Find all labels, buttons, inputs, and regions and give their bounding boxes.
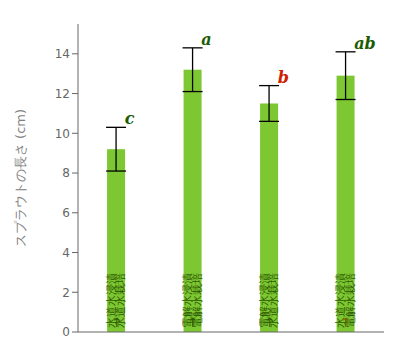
svg-text:4: 4 <box>62 246 70 260</box>
svg-text:電解水栽培: 電解水栽培 <box>191 273 204 328</box>
svg-text:a: a <box>201 30 211 49</box>
svg-text:b: b <box>278 68 289 87</box>
svg-text:0: 0 <box>62 325 70 339</box>
svg-text:12: 12 <box>55 87 70 101</box>
svg-text:10: 10 <box>55 127 70 141</box>
svg-text:6: 6 <box>62 206 70 220</box>
svg-text:8: 8 <box>62 166 70 180</box>
svg-text:c: c <box>125 109 135 128</box>
svg-text:水道水栽培: 水道水栽培 <box>114 273 127 328</box>
svg-text:ab: ab <box>354 34 376 53</box>
svg-text:電解水栽培: 電解水栽培 <box>344 273 357 328</box>
svg-text:14: 14 <box>55 47 70 61</box>
svg-text:2: 2 <box>62 286 70 300</box>
svg-text:水道水栽培: 水道水栽培 <box>267 273 280 328</box>
svg-text:スプラウトの長さ (cm): スプラウトの長さ (cm) <box>13 109 28 247</box>
